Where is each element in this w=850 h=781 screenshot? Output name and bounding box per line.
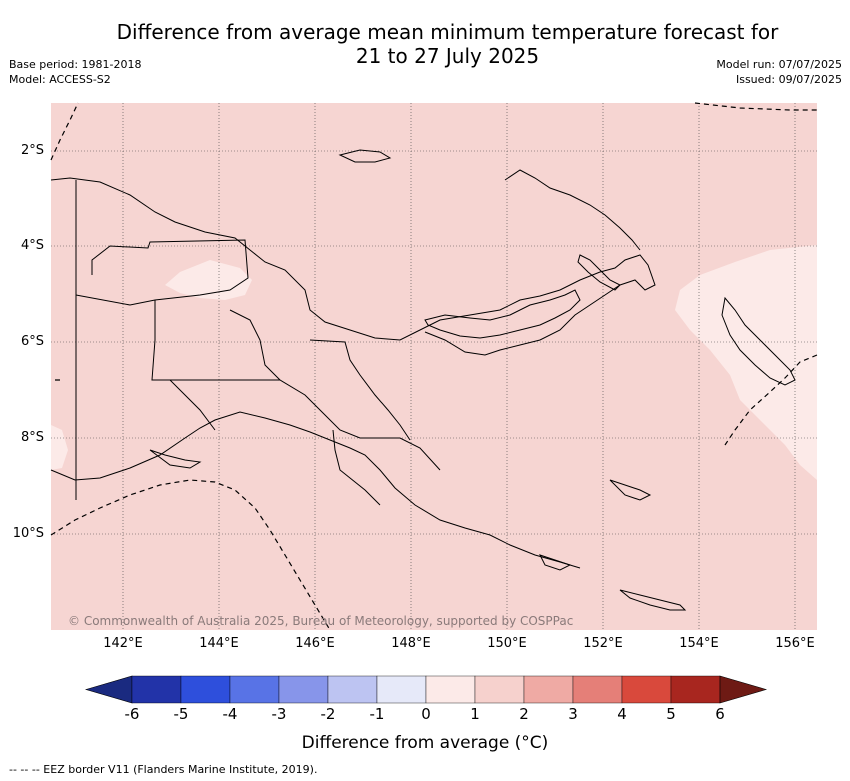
islands-louisiade <box>539 554 572 571</box>
eez-footnote: -- -- -- EEZ border V11 (Flanders Marine… <box>9 763 318 776</box>
colorbar-label: -1 <box>369 705 385 723</box>
border-province-e <box>169 379 216 431</box>
title-line-1: Difference from average mean minimum tem… <box>116 20 779 44</box>
colorbar-segment <box>523 675 574 704</box>
manus <box>338 149 392 163</box>
islands-se <box>619 589 687 611</box>
colorbar-label: 4 <box>617 705 627 723</box>
torres-strait <box>149 449 202 469</box>
x-tick-146: 146°E <box>295 636 335 651</box>
base-period: Base period: 1981-2018 <box>9 58 142 71</box>
x-tick-148: 148°E <box>391 636 431 651</box>
copyright-text: © Commonwealth of Australia 2025, Bureau… <box>68 614 574 628</box>
border-province-d <box>229 309 281 381</box>
islands-east <box>609 479 652 501</box>
north-coast <box>504 169 641 251</box>
bougainville <box>721 296 796 386</box>
colorbar-segment <box>621 675 672 704</box>
light-region-west <box>51 425 68 470</box>
colorbar-label: -4 <box>222 705 238 723</box>
border-province-f <box>332 429 381 506</box>
border-province-b <box>151 300 441 471</box>
x-tick-142: 142°E <box>103 636 143 651</box>
issued-date: Issued: 09/07/2025 <box>735 73 842 86</box>
y-tick-8s: 8°S <box>20 430 44 445</box>
colorbar <box>84 675 768 704</box>
colorbar-segment <box>670 675 721 704</box>
colorbar-segment <box>180 675 231 704</box>
eez-northeast <box>694 102 817 111</box>
borders <box>75 180 441 506</box>
colorbar-segment <box>327 675 378 704</box>
colorbar-label: 3 <box>568 705 578 723</box>
colorbar-segment <box>376 675 427 704</box>
graticule <box>51 103 817 630</box>
colorbar-label: 0 <box>421 705 431 723</box>
colorbar-label: -3 <box>271 705 287 723</box>
south-coast <box>50 411 581 569</box>
colorbar-segment <box>278 675 329 704</box>
eez-borders <box>50 102 818 631</box>
x-tick-154: 154°E <box>679 636 719 651</box>
eez-north <box>50 102 79 161</box>
colorbar-segment <box>131 675 182 704</box>
colorbar-label: 5 <box>666 705 676 723</box>
meta-left: Base period: 1981-2018 Model: ACCESS-S2 <box>9 57 141 87</box>
colorbar-segment <box>572 675 623 704</box>
colorbar-label: -2 <box>320 705 336 723</box>
coastlines <box>50 149 796 611</box>
model-run: Model run: 07/07/2025 <box>716 58 842 71</box>
x-tick-156: 156°E <box>775 636 815 651</box>
colorbar-label: 1 <box>470 705 480 723</box>
model-name: Model: ACCESS-S2 <box>9 73 111 86</box>
light-region-east <box>675 245 817 480</box>
x-tick-152: 152°E <box>583 636 623 651</box>
x-tick-150: 150°E <box>487 636 527 651</box>
colorbar-label: -6 <box>124 705 140 723</box>
x-tick-144: 144°E <box>199 636 239 651</box>
map-background <box>51 103 817 630</box>
border-province-c <box>309 339 411 441</box>
new-britain <box>424 289 581 339</box>
colorbar-segment <box>425 675 476 704</box>
title-line-2: 21 to 27 July 2025 <box>355 44 540 68</box>
colorbar-label: 2 <box>519 705 529 723</box>
meta-right: Model run: 07/07/2025 Issued: 09/07/2025 <box>716 57 842 87</box>
colorbar-extend-high <box>719 675 768 704</box>
colorbar-label: -5 <box>173 705 189 723</box>
y-tick-4s: 4°S <box>20 238 44 253</box>
eez-east <box>724 354 818 446</box>
y-tick-10s: 10°S <box>12 526 44 541</box>
colorbar-segment <box>474 675 525 704</box>
y-tick-6s: 6°S <box>20 334 44 349</box>
colorbar-extend-low <box>84 675 133 704</box>
new-ireland <box>577 254 621 291</box>
y-tick-2s: 2°S <box>20 143 44 158</box>
map-title: Difference from average mean minimum tem… <box>90 20 805 68</box>
colorbar-title: Difference from average (°C) <box>301 733 549 753</box>
colorbar-segment <box>229 675 280 704</box>
eez-west <box>50 379 331 631</box>
colorbar-label: 6 <box>715 705 725 723</box>
new-guinea-coast <box>50 177 656 356</box>
border-province-a <box>75 239 249 306</box>
